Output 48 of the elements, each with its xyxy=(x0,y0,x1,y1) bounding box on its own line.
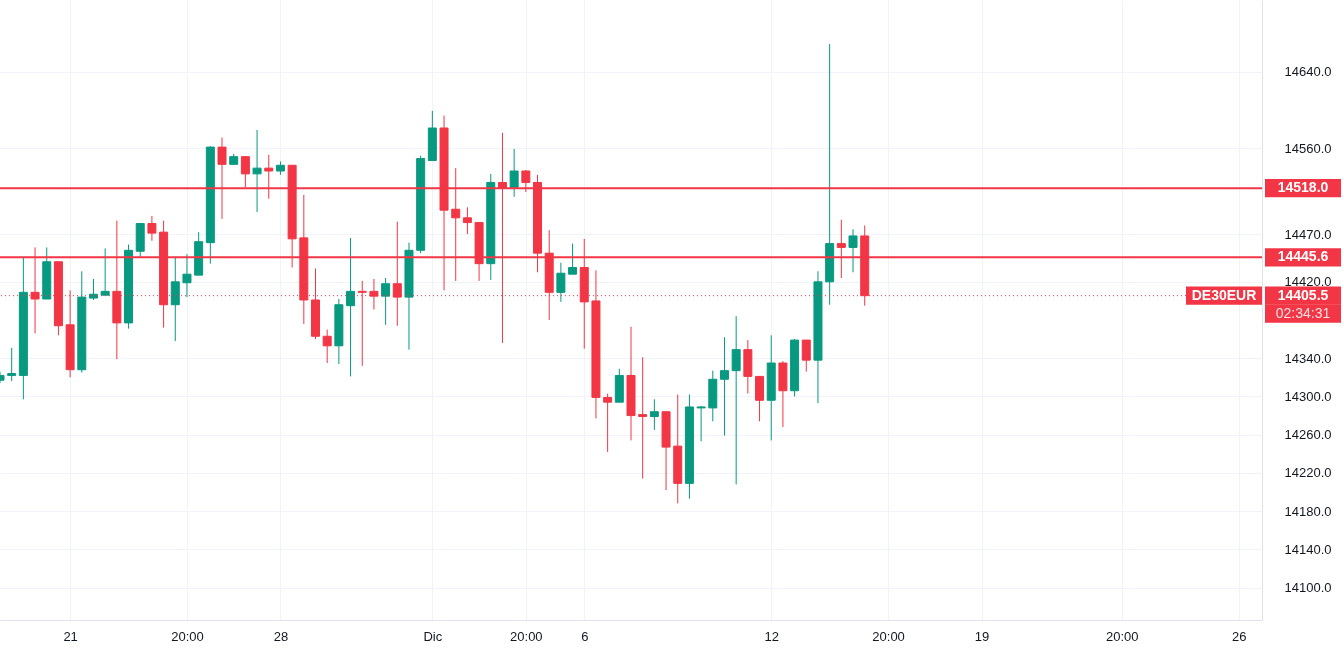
candlestick xyxy=(7,347,17,382)
ref-line-label: 14445.6 xyxy=(1277,248,1329,265)
candlestick xyxy=(252,129,262,213)
candlestick xyxy=(556,262,566,303)
candlestick xyxy=(801,339,811,373)
candlestick xyxy=(731,315,741,485)
candlestick xyxy=(638,356,648,480)
candlestick xyxy=(696,405,706,442)
x-tick-label: 20:00 xyxy=(510,628,543,644)
candlestick xyxy=(719,336,729,437)
y-tick-label: 14220.0 xyxy=(1284,465,1332,481)
candlestick xyxy=(848,228,858,273)
x-tick-label: 20:00 xyxy=(1106,628,1139,644)
y-tick-label: 14100.0 xyxy=(1284,580,1332,596)
x-tick-label: 6 xyxy=(581,628,589,644)
candlestick xyxy=(147,215,157,242)
ref-line-label: 14518.0 xyxy=(1277,179,1329,196)
candlestick xyxy=(649,398,659,431)
y-tick-label: 14180.0 xyxy=(1284,503,1332,519)
candlestick xyxy=(88,278,98,301)
candlestick xyxy=(462,206,472,235)
x-tick-label: 19 xyxy=(974,628,990,644)
y-tick-label: 14560.0 xyxy=(1284,140,1332,156)
y-tick-label: 14300.0 xyxy=(1284,388,1332,404)
x-tick-label: 21 xyxy=(63,628,78,644)
x-tick-label: Dic xyxy=(423,628,443,644)
candlestick xyxy=(755,375,765,422)
candlestick xyxy=(568,243,578,275)
y-tick-label: 14340.0 xyxy=(1284,350,1332,366)
y-tick-label: 14640.0 xyxy=(1284,64,1332,80)
y-tick-label: 14470.0 xyxy=(1284,226,1332,242)
annotation: DE30EUR xyxy=(1191,286,1257,303)
candlestick xyxy=(170,256,180,342)
x-tick-label: 12 xyxy=(764,628,779,644)
x-tick-label: 20:00 xyxy=(171,628,204,644)
x-tick-label: 20:00 xyxy=(872,628,905,644)
candlestick xyxy=(182,253,192,298)
x-tick-label: 28 xyxy=(273,628,289,644)
candlestick xyxy=(603,393,613,453)
candlestick xyxy=(322,329,332,364)
candlestick xyxy=(346,237,356,377)
x-tick-label: 26 xyxy=(1231,628,1247,644)
candlestick xyxy=(509,148,519,198)
y-tick-label: 14260.0 xyxy=(1284,427,1332,443)
y-tick-label: 14140.0 xyxy=(1284,541,1332,557)
candlestick xyxy=(100,247,110,296)
text: 02:34:31 xyxy=(1275,304,1331,321)
candlestick xyxy=(381,277,391,326)
